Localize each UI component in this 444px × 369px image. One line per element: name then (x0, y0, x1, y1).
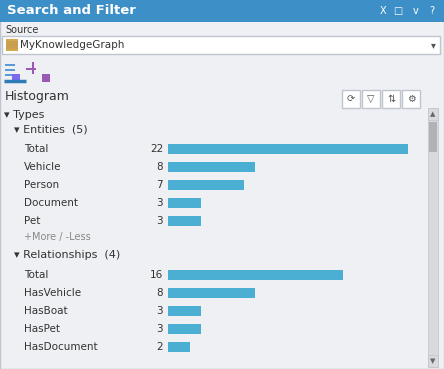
Text: Vehicle: Vehicle (24, 162, 62, 172)
FancyBboxPatch shape (168, 198, 201, 208)
FancyBboxPatch shape (342, 90, 360, 108)
Text: ▾: ▾ (431, 40, 436, 50)
Text: □: □ (393, 6, 402, 16)
Text: ▾ Types: ▾ Types (4, 110, 44, 120)
FancyBboxPatch shape (5, 74, 15, 76)
Text: 7: 7 (156, 180, 163, 190)
FancyBboxPatch shape (428, 108, 438, 120)
Text: 3: 3 (156, 306, 163, 316)
Text: 3: 3 (156, 216, 163, 226)
FancyBboxPatch shape (168, 180, 244, 190)
Text: Total: Total (24, 270, 48, 280)
FancyBboxPatch shape (2, 36, 440, 54)
Text: 22: 22 (150, 144, 163, 154)
FancyBboxPatch shape (12, 74, 20, 82)
FancyBboxPatch shape (429, 122, 437, 152)
FancyBboxPatch shape (26, 68, 36, 70)
Text: ▾ Relationships  (4): ▾ Relationships (4) (14, 250, 120, 260)
Text: 3: 3 (156, 324, 163, 334)
FancyBboxPatch shape (6, 41, 18, 49)
Text: 8: 8 (156, 288, 163, 298)
FancyBboxPatch shape (168, 306, 201, 316)
Text: HasDocument: HasDocument (24, 342, 98, 352)
Text: MyKnowledgeGraph: MyKnowledgeGraph (20, 40, 124, 50)
Text: ▼: ▼ (430, 358, 436, 364)
Text: HasVehicle: HasVehicle (24, 288, 81, 298)
Text: ?: ? (429, 6, 434, 16)
Text: 3: 3 (156, 198, 163, 208)
FancyBboxPatch shape (428, 108, 438, 367)
Text: Document: Document (24, 198, 78, 208)
FancyBboxPatch shape (5, 64, 15, 66)
FancyBboxPatch shape (428, 355, 438, 367)
FancyBboxPatch shape (168, 162, 255, 172)
FancyBboxPatch shape (168, 288, 255, 298)
Text: Histogram: Histogram (5, 90, 70, 103)
FancyBboxPatch shape (362, 90, 380, 108)
Text: Search and Filter: Search and Filter (7, 4, 136, 17)
FancyBboxPatch shape (5, 69, 15, 71)
Text: ▲: ▲ (430, 111, 436, 117)
FancyBboxPatch shape (168, 216, 201, 226)
FancyBboxPatch shape (168, 270, 342, 280)
Text: Total: Total (24, 144, 48, 154)
Text: ⇅: ⇅ (387, 94, 395, 104)
Text: ⟳: ⟳ (347, 94, 355, 104)
Text: Pet: Pet (24, 216, 40, 226)
Text: ▾ Entities  (5): ▾ Entities (5) (14, 124, 87, 134)
Text: 8: 8 (156, 162, 163, 172)
Text: Source: Source (5, 25, 38, 35)
Text: HasPet: HasPet (24, 324, 60, 334)
Text: ⚙: ⚙ (407, 94, 416, 104)
Text: +More / -Less: +More / -Less (24, 232, 91, 242)
FancyBboxPatch shape (42, 74, 50, 82)
FancyBboxPatch shape (382, 90, 400, 108)
Text: HasBoat: HasBoat (24, 306, 67, 316)
FancyBboxPatch shape (168, 144, 408, 154)
Text: Person: Person (24, 180, 59, 190)
Text: 16: 16 (150, 270, 163, 280)
FancyBboxPatch shape (168, 324, 201, 334)
FancyBboxPatch shape (0, 0, 444, 22)
Text: X: X (379, 6, 386, 16)
FancyBboxPatch shape (168, 342, 190, 352)
Text: v: v (412, 6, 418, 16)
FancyBboxPatch shape (32, 62, 34, 74)
FancyBboxPatch shape (6, 39, 18, 51)
Text: 2: 2 (156, 342, 163, 352)
FancyBboxPatch shape (402, 90, 420, 108)
Text: ▽: ▽ (367, 94, 375, 104)
